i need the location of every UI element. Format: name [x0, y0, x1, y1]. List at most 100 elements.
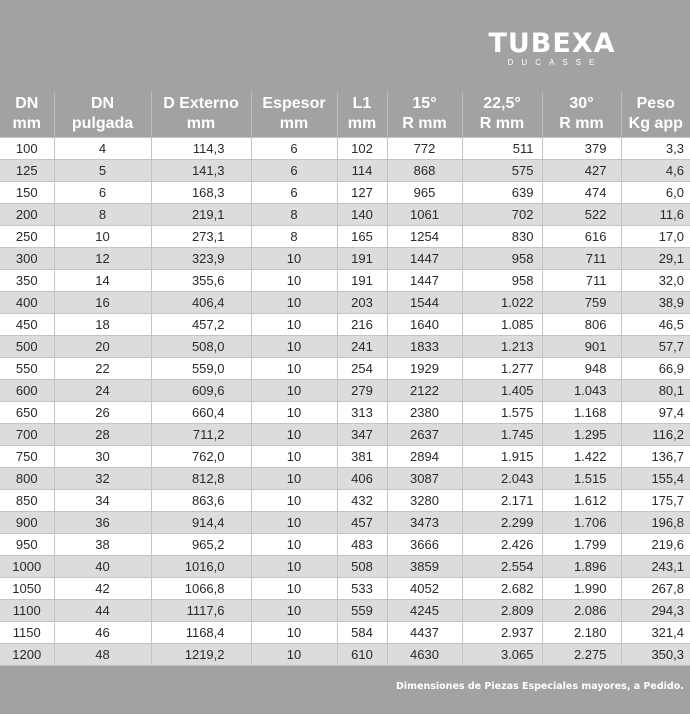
table-row: 150 6 168,3 6 127 965 639 474 6,0	[0, 181, 690, 204]
table-cell-espesor: 10	[250, 423, 338, 446]
table-cell-radius-15: 772	[386, 137, 463, 160]
table-cell-radius-30: 1.706	[541, 511, 622, 534]
table-cell-radius-15: 4630	[386, 643, 463, 666]
table-cell-radius-15: 1833	[386, 335, 463, 358]
column-header-label: D Externo	[163, 95, 239, 112]
table-cell-radius-22-5: 2.554	[461, 555, 543, 578]
table-cell-radius-30: 474	[541, 181, 622, 204]
table-cell-radius-15: 3280	[386, 489, 463, 512]
table-cell-radius-30: 2.086	[541, 599, 622, 622]
table-cell-dn-mm: 125	[0, 159, 55, 182]
table-cell-radius-22-5: 2.809	[461, 599, 543, 622]
column-header-unit: mm	[186, 115, 216, 132]
column-header-unit: R mm	[559, 115, 604, 132]
table-cell-dn-pulgada: 48	[53, 643, 152, 666]
table-cell-radius-30: 1.422	[541, 445, 622, 468]
table-cell-dn-pulgada: 26	[53, 401, 152, 424]
table-cell-d-externo: 273,1	[150, 225, 252, 248]
table-cell-dn-mm: 400	[0, 291, 55, 314]
table-cell-radius-22-5: 2.682	[461, 577, 543, 600]
table-cell-espesor: 10	[250, 247, 338, 270]
table-cell-radius-15: 2122	[386, 379, 463, 402]
table-cell-l1: 127	[336, 181, 388, 204]
table-cell-radius-15: 3666	[386, 533, 463, 556]
column-header-label: DN	[90, 95, 115, 112]
column-header-radius-15: 15° R mm	[386, 92, 462, 138]
column-header-l1: L1 mm	[336, 92, 387, 138]
table-cell-d-externo: 323,9	[150, 247, 252, 270]
table-row: 850 34 863,6 10 432 3280 2.171 1.612 175,7	[0, 489, 690, 512]
table-cell-peso: 196,8	[620, 511, 690, 534]
table-cell-l1: 533	[336, 577, 388, 600]
table-cell-peso: 80,1	[620, 379, 690, 402]
column-header-label: DN	[15, 95, 39, 112]
table-cell-l1: 584	[336, 621, 388, 644]
table-cell-dn-pulgada: 12	[53, 247, 152, 270]
table-cell-d-externo: 114,3	[150, 137, 252, 160]
table-cell-espesor: 10	[250, 643, 338, 666]
table-cell-peso: 66,9	[620, 357, 690, 380]
column-header-unit: pulgada	[71, 115, 134, 132]
table-row: 500 20 508,0 10 241 1833 1.213 901 57,7	[0, 335, 690, 358]
table-cell-radius-22-5: 830	[461, 225, 543, 248]
table-cell-dn-mm: 700	[0, 423, 55, 446]
table-cell-radius-30: 379	[541, 137, 622, 160]
table-row: 550 22 559,0 10 254 1929 1.277 948 66,9	[0, 357, 690, 380]
table-cell-dn-mm: 850	[0, 489, 55, 512]
table-row: 750 30 762,0 10 381 2894 1.915 1.422 136,7	[0, 445, 690, 468]
table-cell-radius-30: 2.275	[541, 643, 622, 666]
table-cell-espesor: 8	[250, 225, 338, 248]
table-cell-radius-22-5: 1.915	[461, 445, 543, 468]
table-cell-d-externo: 660,4	[150, 401, 252, 424]
table-cell-radius-15: 3859	[386, 555, 463, 578]
table-cell-espesor: 6	[250, 137, 338, 160]
table-cell-radius-22-5: 575	[461, 159, 543, 182]
table-cell-d-externo: 609,6	[150, 379, 252, 402]
table-cell-dn-mm: 1050	[0, 577, 55, 600]
table-cell-peso: 116,2	[620, 423, 690, 446]
table-cell-radius-22-5: 1.085	[461, 313, 543, 336]
table-cell-dn-pulgada: 24	[53, 379, 152, 402]
column-header-dn-mm: DN mm	[0, 92, 54, 138]
table-cell-radius-30: 1.896	[541, 555, 622, 578]
table-cell-l1: 313	[336, 401, 388, 424]
table-cell-dn-mm: 450	[0, 313, 55, 336]
table-cell-dn-pulgada: 32	[53, 467, 152, 490]
table-cell-peso: 267,8	[620, 577, 690, 600]
table-cell-l1: 191	[336, 247, 388, 270]
table-cell-peso: 32,0	[620, 269, 690, 292]
table-cell-radius-30: 2.180	[541, 621, 622, 644]
table-cell-d-externo: 1168,4	[150, 621, 252, 644]
table-cell-espesor: 6	[250, 181, 338, 204]
table-cell-radius-15: 2637	[386, 423, 463, 446]
table-row: 200 8 219,1 8 140 1061 702 522 11,6	[0, 203, 690, 226]
column-header-unit: R mm	[402, 115, 447, 132]
table-cell-radius-22-5: 1.277	[461, 357, 543, 380]
table-cell-espesor: 10	[250, 445, 338, 468]
table-cell-espesor: 10	[250, 335, 338, 358]
table-cell-d-externo: 965,2	[150, 533, 252, 556]
table-cell-radius-30: 711	[541, 269, 622, 292]
table-cell-dn-pulgada: 46	[53, 621, 152, 644]
table-cell-dn-pulgada: 8	[53, 203, 152, 226]
table-cell-dn-mm: 1200	[0, 643, 55, 666]
table-cell-radius-22-5: 2.171	[461, 489, 543, 512]
table-cell-l1: 254	[336, 357, 388, 380]
table-cell-l1: 140	[336, 203, 388, 226]
table-cell-dn-mm: 300	[0, 247, 55, 270]
table-cell-espesor: 10	[250, 401, 338, 424]
table-cell-peso: 17,0	[620, 225, 690, 248]
table-cell-dn-mm: 550	[0, 357, 55, 380]
table-cell-radius-15: 4052	[386, 577, 463, 600]
table-cell-radius-15: 1061	[386, 203, 463, 226]
table-cell-radius-30: 1.515	[541, 467, 622, 490]
table-cell-d-externo: 863,6	[150, 489, 252, 512]
table-cell-l1: 483	[336, 533, 388, 556]
table-cell-radius-15: 1447	[386, 247, 463, 270]
table-cell-d-externo: 141,3	[150, 159, 252, 182]
table-cell-peso: 38,9	[620, 291, 690, 314]
table-cell-l1: 191	[336, 269, 388, 292]
column-header-label: L1	[352, 95, 372, 112]
table-cell-peso: 4,6	[620, 159, 690, 182]
table-cell-radius-30: 427	[541, 159, 622, 182]
